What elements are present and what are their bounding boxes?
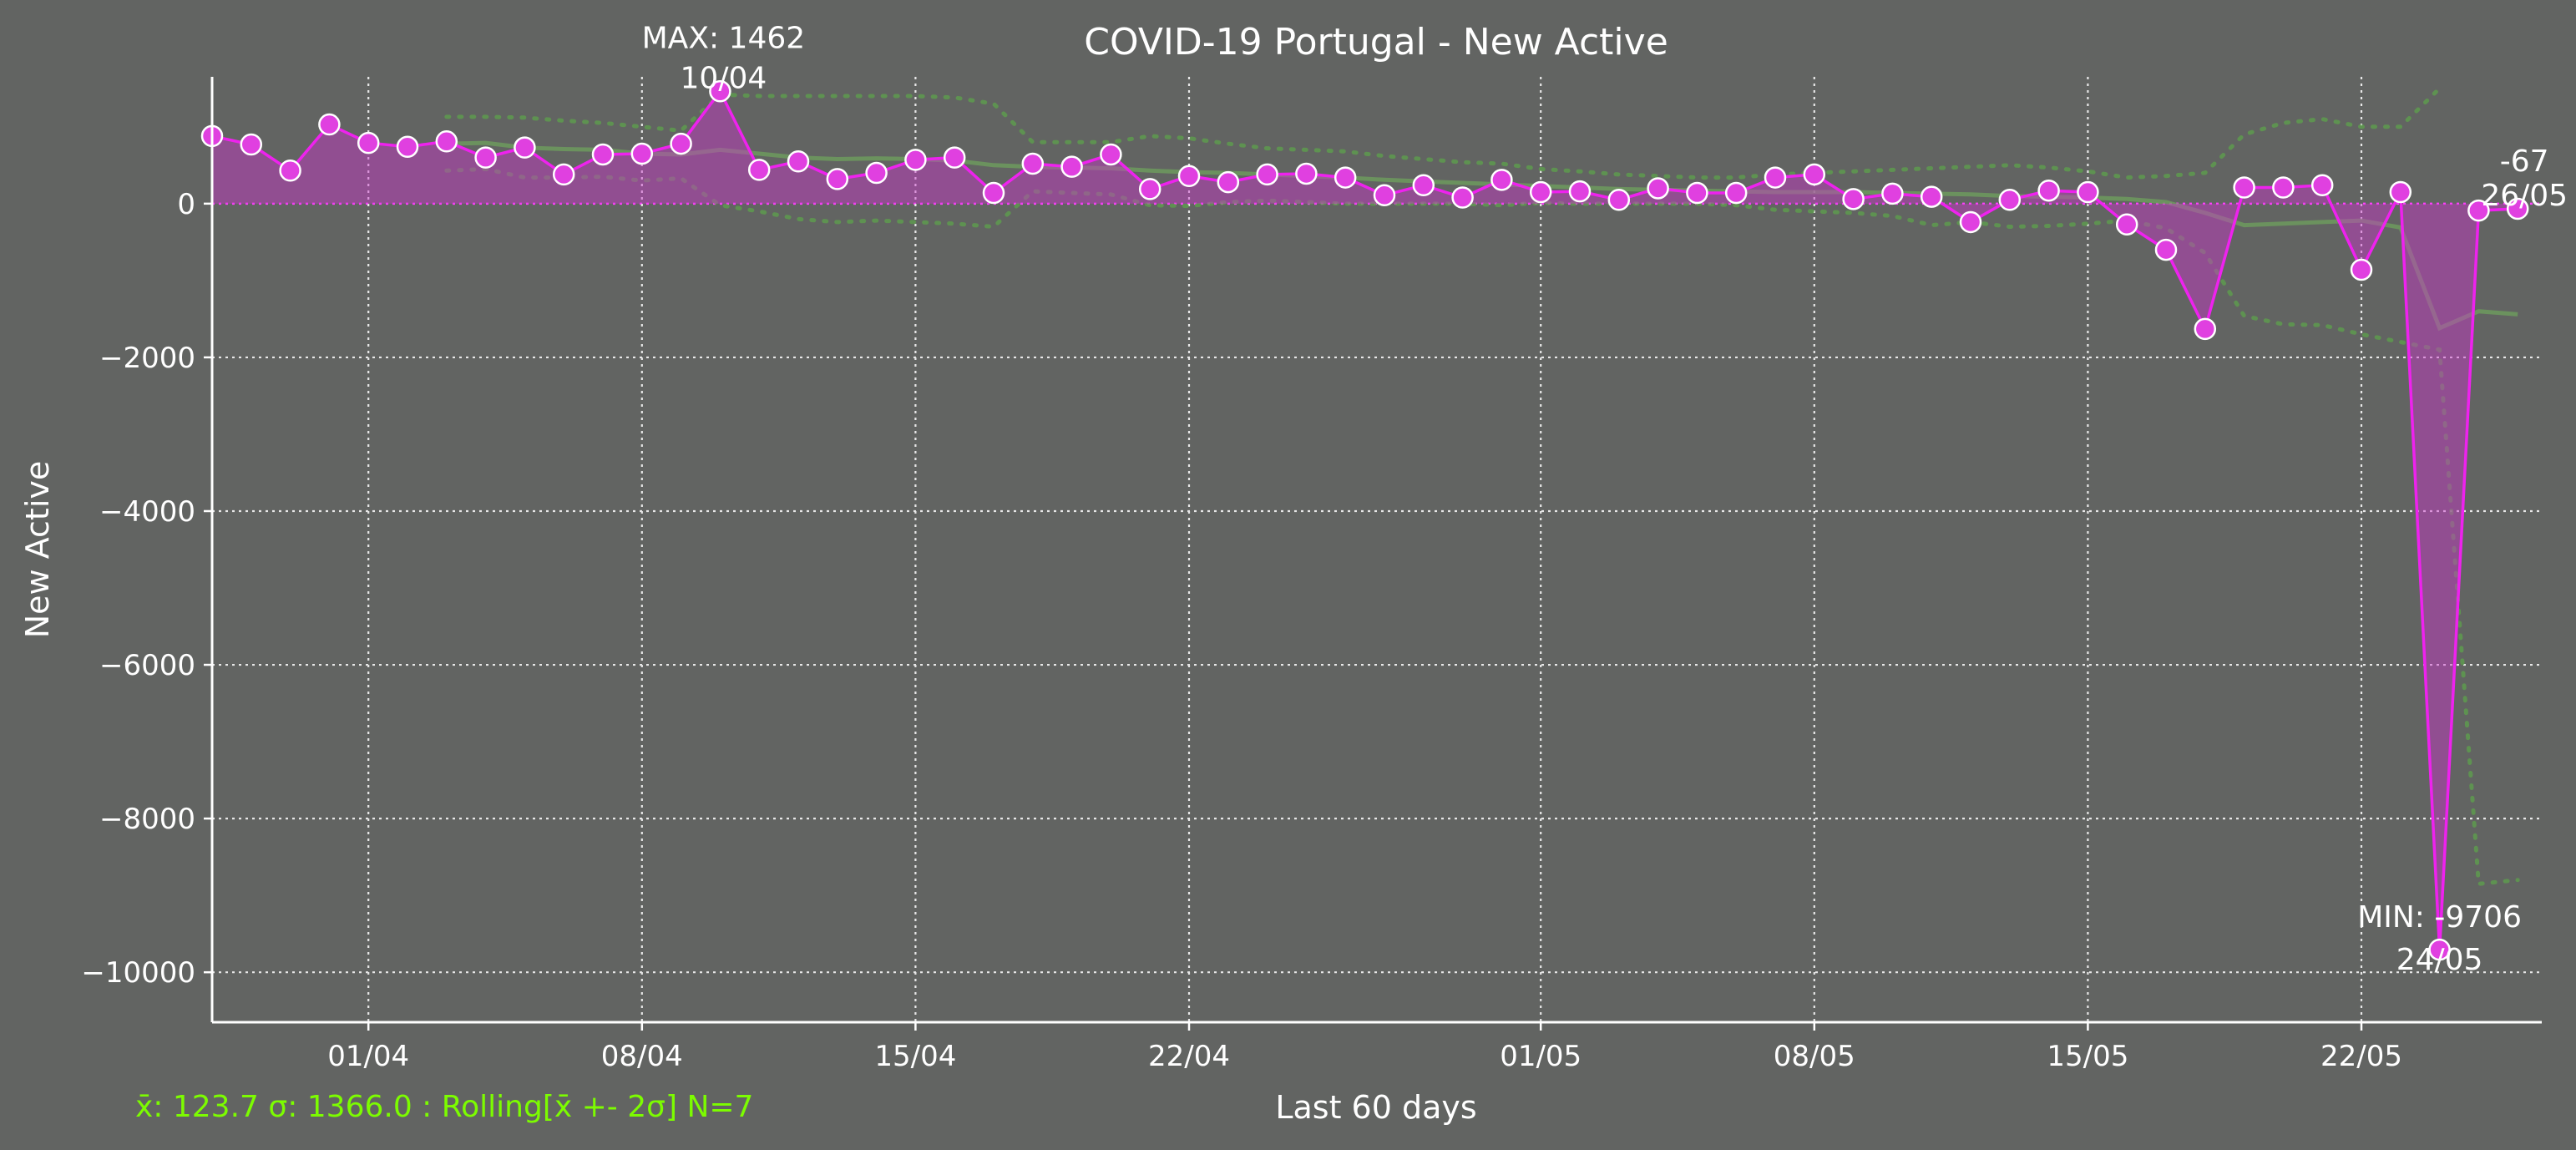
x-tick-label: 01/05	[1500, 1040, 1582, 1073]
data-point	[1490, 169, 1513, 191]
x-tick-label: 22/05	[2320, 1040, 2402, 1073]
data-point	[357, 131, 380, 155]
y-tick-label: 0	[177, 188, 195, 221]
data-point	[943, 146, 966, 169]
data-point	[2428, 938, 2451, 961]
gridlines	[212, 77, 2542, 1022]
data-point	[435, 130, 458, 153]
x-axis-title: Last 60 days	[1275, 1089, 1476, 1126]
data-point	[826, 168, 849, 190]
x-tick-label: 08/05	[1774, 1040, 1855, 1073]
data-point	[1100, 143, 1122, 166]
data-point	[2467, 199, 2490, 222]
x-axis-ticks: 01/04 08/04 15/04 22/04 01/05 08/05 15/05 22/05	[327, 1022, 2402, 1073]
max-annotation-date: 10/04	[681, 61, 767, 95]
y-axis-ticks: 0 −2000 −4000 −6000 −8000 −10000	[81, 188, 212, 990]
x-tick-label: 22/04	[1148, 1040, 1230, 1073]
y-axis-title: New Active	[19, 461, 56, 639]
data-point	[591, 143, 615, 166]
chart-title: COVID-19 Portugal - New Active	[1084, 21, 1668, 63]
data-point	[1295, 162, 1318, 185]
data-point	[2350, 258, 2373, 281]
data-point	[318, 113, 341, 136]
data-points	[200, 80, 2529, 961]
series-area	[212, 91, 2518, 950]
data-point	[1256, 163, 1278, 186]
data-point	[1529, 180, 1552, 204]
data-point	[1060, 155, 1083, 178]
data-point	[1842, 188, 1865, 210]
data-point	[1217, 170, 1240, 194]
data-point	[1803, 163, 1826, 186]
y-tick-label: −2000	[99, 342, 195, 375]
data-point	[904, 149, 927, 171]
data-point	[514, 136, 536, 159]
data-point	[982, 181, 1005, 205]
data-point	[865, 161, 888, 185]
stats-summary: x̄: 123.7 σ: 1366.0 : Rolling[x̄ +- 2σ] …	[135, 1090, 753, 1124]
data-point	[1177, 165, 1201, 187]
data-point	[1686, 181, 1708, 205]
data-point	[1998, 189, 2022, 211]
data-point	[2310, 174, 2334, 197]
data-point	[787, 149, 810, 173]
y-tick-label: −4000	[99, 495, 195, 529]
data-point	[1764, 166, 1787, 189]
data-point	[630, 142, 654, 165]
y-tick-label: −10000	[81, 956, 195, 990]
min-annotation-label: MIN: -9706	[2357, 900, 2522, 935]
data-point	[1881, 182, 1904, 205]
data-point	[670, 132, 692, 155]
data-point	[2389, 180, 2412, 204]
x-tick-label: 08/04	[601, 1040, 683, 1073]
rolling-upper-band	[444, 86, 2442, 180]
data-point	[396, 135, 419, 158]
data-point	[1138, 178, 1161, 200]
x-tick-label: 15/04	[874, 1040, 956, 1073]
data-point	[1412, 174, 1435, 197]
data-point	[1021, 152, 1045, 175]
last-annotation-label: -67	[2500, 144, 2549, 179]
data-point	[1959, 210, 1982, 234]
data-point	[552, 163, 575, 186]
series-fill-area	[212, 91, 2518, 950]
data-point	[1920, 185, 1943, 208]
data-point	[279, 160, 301, 182]
last-annotation-date: 26/05	[2481, 179, 2568, 213]
data-point	[1724, 181, 1748, 205]
data-point	[2154, 238, 2178, 261]
data-point	[2077, 180, 2099, 204]
max-annotation-label: MAX: 1462	[642, 21, 806, 55]
data-point	[1334, 166, 1357, 189]
data-point	[2272, 176, 2295, 199]
data-point	[2506, 197, 2529, 220]
data-point	[2194, 317, 2217, 341]
rolling-lower-band	[444, 166, 2520, 887]
data-point	[1568, 180, 1592, 203]
x-tick-label: 15/05	[2047, 1040, 2128, 1073]
data-point	[474, 146, 497, 169]
data-point	[709, 80, 731, 103]
x-tick-label: 01/04	[327, 1040, 409, 1073]
data-point	[1607, 189, 1631, 211]
y-tick-label: −6000	[99, 649, 195, 682]
data-point	[2115, 213, 2138, 236]
data-point	[2233, 176, 2255, 199]
data-point	[1451, 186, 1474, 209]
data-point	[2037, 179, 2060, 202]
data-point	[747, 159, 771, 181]
min-annotation-date: 24/05	[2396, 943, 2483, 977]
y-tick-label: −8000	[99, 803, 195, 836]
data-point	[1373, 184, 1396, 206]
data-point	[1647, 177, 1669, 200]
data-point	[240, 133, 263, 156]
